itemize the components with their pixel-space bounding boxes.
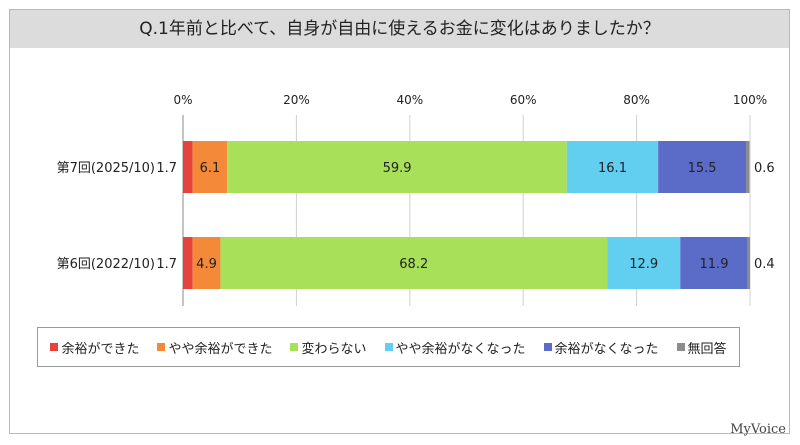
bar-segment [680, 237, 748, 289]
legend-label: やや余裕がなくなった [395, 341, 526, 357]
data-label: 4.9 [196, 257, 217, 272]
legend-label: 余裕がなくなった [554, 341, 659, 357]
category-label: 第6回(2022/10) [57, 257, 155, 272]
bar-segment [227, 141, 567, 193]
myvoice-logo: MyVoice [730, 422, 786, 437]
legend-label: 無回答 [687, 341, 727, 357]
legend-label: 余裕ができた [61, 341, 140, 357]
x-tick-label: 40% [396, 93, 423, 107]
bar-segment [183, 237, 193, 289]
chart-title: Q.1年前と比べて、自身が自由に使えるお金に変化はありましたか？ [10, 10, 789, 48]
legend-swatch [50, 343, 59, 351]
legend-item: 余裕ができた [50, 338, 139, 357]
data-label: 68.2 [399, 257, 428, 272]
chart-legend: 余裕ができた やや余裕ができた 変わらない やや余裕がなくなった 余裕がなくなった 無回答 [37, 327, 740, 367]
legend-item: 無回答 [676, 338, 727, 357]
data-label: 15.5 [688, 161, 717, 176]
category-label: 第7回(2025/10) [57, 161, 155, 176]
bar-segment [658, 141, 747, 193]
data-label: 1.7 [156, 257, 177, 272]
legend-swatch [290, 343, 299, 351]
legend-label: やや余裕ができた [168, 341, 273, 357]
bar-segment [183, 141, 193, 193]
legend-swatch [384, 343, 393, 351]
bar-segment [566, 141, 659, 193]
legend-swatch [157, 343, 166, 351]
bar-segment [607, 237, 681, 289]
data-label: 0.4 [754, 257, 775, 272]
legend-swatch [543, 343, 552, 351]
data-label: 59.9 [383, 161, 412, 176]
x-tick-label: 100% [733, 93, 767, 107]
legend-label: 変わらない [301, 341, 367, 357]
data-label: 6.1 [200, 161, 221, 176]
x-tick-label: 80% [623, 93, 650, 107]
legend-item: 余裕がなくなった [543, 338, 659, 357]
x-tick-label: 20% [283, 93, 310, 107]
data-label: 12.9 [629, 257, 658, 272]
data-label: 11.9 [700, 257, 729, 272]
data-label: 1.7 [156, 161, 177, 176]
data-label: 0.6 [754, 161, 775, 176]
legend-item: やや余裕がなくなった [384, 338, 526, 357]
bar-segment [746, 141, 750, 193]
x-tick-label: 60% [510, 93, 537, 107]
bar-segment [192, 141, 228, 193]
bar-segment [220, 237, 608, 289]
data-label: 16.1 [598, 161, 627, 176]
legend-item: やや余裕ができた [157, 338, 272, 357]
legend-swatch [676, 343, 685, 351]
legend-item: 変わらない [290, 338, 367, 357]
x-tick-label: 0% [173, 93, 192, 107]
bar-segment [747, 237, 750, 289]
bar-segment [192, 237, 221, 289]
